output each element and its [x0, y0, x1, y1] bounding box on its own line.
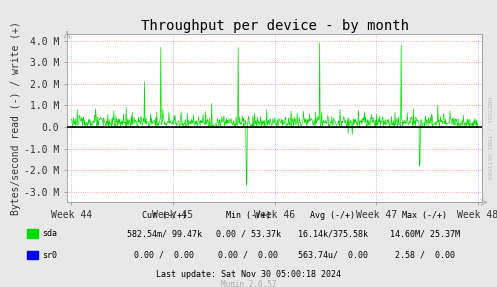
Text: sr0: sr0: [42, 251, 57, 260]
Text: Cur (-/+): Cur (-/+): [142, 211, 186, 220]
Text: Max (-/+): Max (-/+): [403, 211, 447, 220]
Text: Min (-/+): Min (-/+): [226, 211, 271, 220]
Text: RRDTOOL / TOBI OETIKER: RRDTOOL / TOBI OETIKER: [486, 96, 491, 179]
Text: Munin 2.0.57: Munin 2.0.57: [221, 280, 276, 287]
Text: 0.00 /  0.00: 0.00 / 0.00: [219, 251, 278, 260]
Y-axis label: Bytes/second read (-) / write (+): Bytes/second read (-) / write (+): [11, 22, 21, 215]
Text: 14.60M/ 25.37M: 14.60M/ 25.37M: [390, 229, 460, 238]
Text: Avg (-/+): Avg (-/+): [311, 211, 355, 220]
Text: 16.14k/375.58k: 16.14k/375.58k: [298, 229, 368, 238]
Title: Throughput per device - by month: Throughput per device - by month: [141, 19, 409, 33]
Text: Last update: Sat Nov 30 05:00:18 2024: Last update: Sat Nov 30 05:00:18 2024: [156, 269, 341, 279]
Text: 582.54m/ 99.47k: 582.54m/ 99.47k: [127, 229, 201, 238]
Text: 0.00 /  0.00: 0.00 / 0.00: [134, 251, 194, 260]
Text: 2.58 /  0.00: 2.58 / 0.00: [395, 251, 455, 260]
Text: sda: sda: [42, 229, 57, 238]
Text: 0.00 / 53.37k: 0.00 / 53.37k: [216, 229, 281, 238]
Text: 563.74u/  0.00: 563.74u/ 0.00: [298, 251, 368, 260]
